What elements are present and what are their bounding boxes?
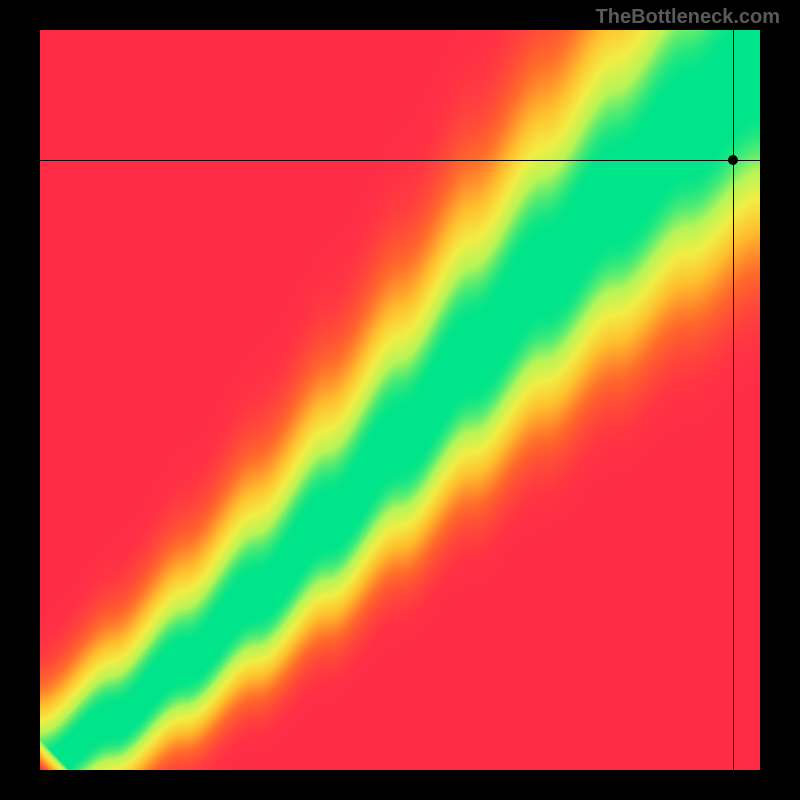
crosshair-horizontal xyxy=(40,160,760,161)
attribution-text: TheBottleneck.com xyxy=(596,6,780,29)
crosshair-vertical xyxy=(733,30,734,770)
heatmap-plot xyxy=(40,30,760,770)
root-container: TheBottleneck.com xyxy=(0,0,800,800)
heatmap-canvas xyxy=(40,30,760,770)
crosshair-marker xyxy=(728,155,738,165)
